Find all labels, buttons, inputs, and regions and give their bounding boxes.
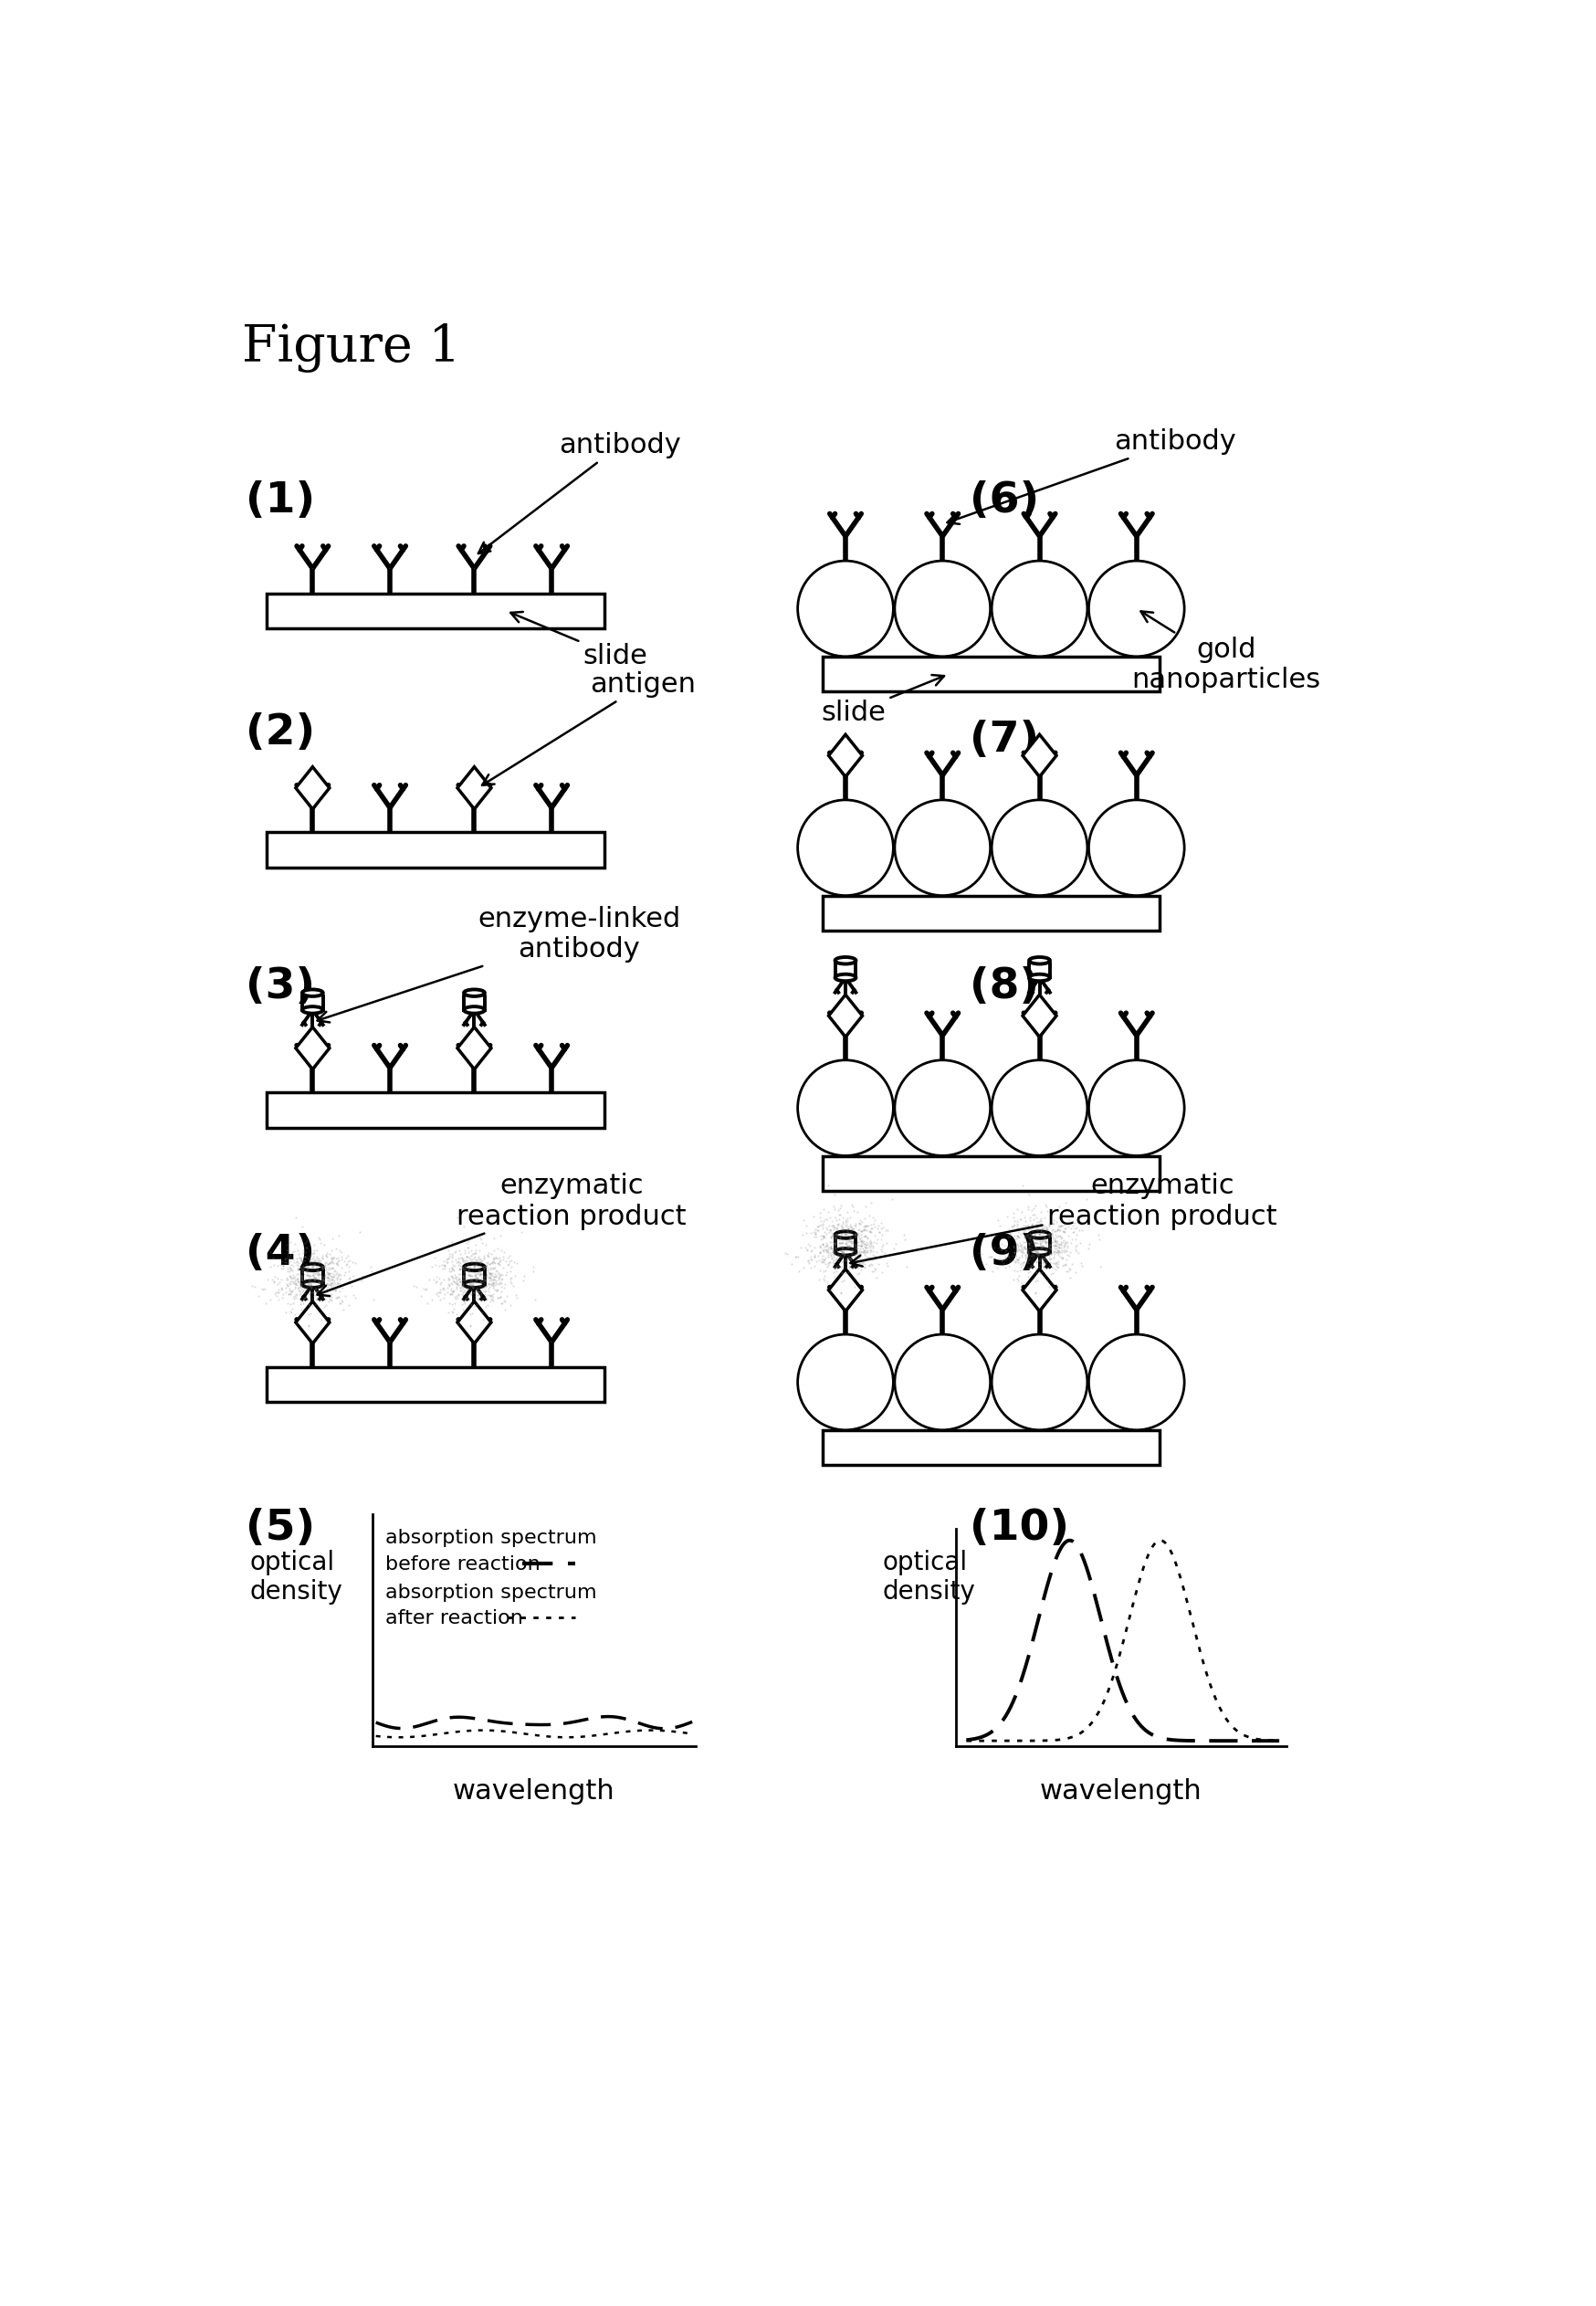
Ellipse shape [1028, 973, 1049, 980]
Circle shape [1088, 560, 1184, 657]
Ellipse shape [463, 989, 485, 996]
Polygon shape [456, 768, 492, 809]
Text: slide: slide [820, 676, 943, 726]
Ellipse shape [463, 1264, 485, 1271]
Polygon shape [295, 1301, 329, 1344]
Text: wavelength: wavelength [453, 1778, 614, 1806]
Ellipse shape [463, 1280, 485, 1287]
Text: (10): (10) [969, 1508, 1069, 1547]
Text: absorption spectrum: absorption spectrum [385, 1529, 597, 1547]
Text: optical
density: optical density [881, 1550, 975, 1605]
Text: wavelength: wavelength [1039, 1778, 1202, 1806]
Polygon shape [828, 1268, 862, 1312]
Text: Figure 1: Figure 1 [243, 323, 461, 371]
Text: (3): (3) [246, 966, 314, 1008]
Circle shape [1088, 800, 1184, 895]
Ellipse shape [302, 1005, 322, 1012]
Text: antigen: antigen [482, 671, 696, 786]
Bar [267, 1093, 603, 1128]
Text: antibody: antibody [479, 431, 680, 553]
Text: (9): (9) [969, 1234, 1039, 1275]
Circle shape [991, 800, 1087, 895]
Bar [822, 657, 1159, 692]
Circle shape [1088, 1061, 1184, 1155]
Polygon shape [456, 1301, 492, 1344]
Polygon shape [1021, 1268, 1057, 1312]
Polygon shape [295, 1026, 329, 1070]
Text: (4): (4) [246, 1234, 314, 1275]
Circle shape [991, 1061, 1087, 1155]
Circle shape [894, 1335, 990, 1430]
Circle shape [798, 1061, 892, 1155]
Text: (6): (6) [969, 480, 1039, 521]
Circle shape [798, 800, 892, 895]
Text: before reaction: before reaction [385, 1554, 539, 1573]
Ellipse shape [302, 989, 322, 996]
Text: antibody: antibody [946, 429, 1235, 523]
Bar [822, 1430, 1159, 1464]
Ellipse shape [302, 1280, 322, 1287]
Ellipse shape [1028, 957, 1049, 964]
Bar [822, 895, 1159, 932]
Circle shape [991, 1335, 1087, 1430]
Bar [822, 1155, 1159, 1190]
Ellipse shape [835, 957, 855, 964]
Ellipse shape [302, 1264, 322, 1271]
Text: (7): (7) [969, 719, 1039, 761]
Bar [267, 1367, 603, 1402]
Polygon shape [295, 768, 329, 809]
Circle shape [798, 1335, 892, 1430]
Circle shape [991, 560, 1087, 657]
Text: enzymatic
reaction product: enzymatic reaction product [318, 1174, 686, 1296]
Ellipse shape [835, 1231, 855, 1238]
Circle shape [1088, 1335, 1184, 1430]
Bar [267, 593, 603, 627]
Text: slide: slide [511, 611, 648, 669]
Ellipse shape [1028, 1248, 1049, 1254]
Text: absorption spectrum: absorption spectrum [385, 1584, 597, 1603]
Ellipse shape [835, 1248, 855, 1254]
Polygon shape [1021, 736, 1057, 777]
Ellipse shape [835, 973, 855, 980]
Circle shape [894, 560, 990, 657]
Polygon shape [1021, 994, 1057, 1038]
Text: (1): (1) [246, 480, 314, 521]
Text: gold
nanoparticles: gold nanoparticles [1132, 611, 1320, 694]
Text: (5): (5) [246, 1508, 314, 1547]
Text: (2): (2) [246, 713, 314, 754]
Circle shape [798, 560, 892, 657]
Polygon shape [456, 1026, 492, 1070]
Text: enzymatic
reaction product: enzymatic reaction product [851, 1174, 1277, 1266]
Text: optical
density: optical density [249, 1550, 342, 1605]
Ellipse shape [463, 1005, 485, 1012]
Text: after reaction: after reaction [385, 1610, 522, 1628]
Text: (8): (8) [969, 966, 1039, 1008]
Circle shape [894, 1061, 990, 1155]
Polygon shape [828, 736, 862, 777]
Polygon shape [828, 994, 862, 1038]
Circle shape [894, 800, 990, 895]
Bar [267, 832, 603, 867]
Text: enzyme-linked
antibody: enzyme-linked antibody [318, 906, 680, 1022]
Ellipse shape [1028, 1231, 1049, 1238]
